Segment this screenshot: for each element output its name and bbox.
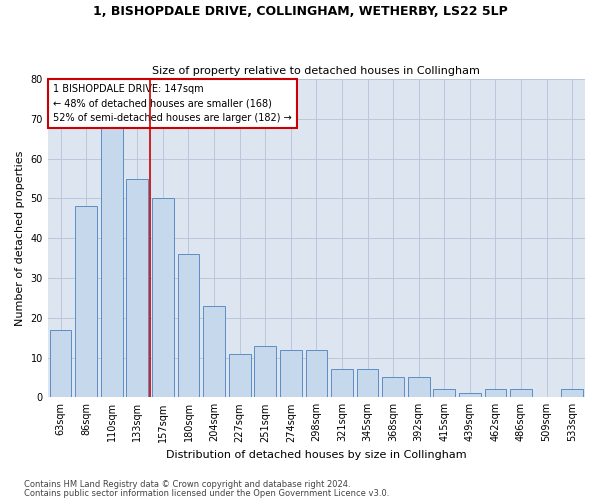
Bar — [433, 390, 455, 398]
Bar — [75, 206, 97, 398]
Bar — [408, 378, 430, 398]
Text: 1, BISHOPDALE DRIVE, COLLINGHAM, WETHERBY, LS22 5LP: 1, BISHOPDALE DRIVE, COLLINGHAM, WETHERB… — [92, 5, 508, 18]
Text: Contains HM Land Registry data © Crown copyright and database right 2024.: Contains HM Land Registry data © Crown c… — [24, 480, 350, 489]
Title: Size of property relative to detached houses in Collingham: Size of property relative to detached ho… — [152, 66, 481, 76]
Bar — [510, 390, 532, 398]
Bar — [50, 330, 71, 398]
Bar — [382, 378, 404, 398]
Bar — [152, 198, 174, 398]
Bar — [331, 370, 353, 398]
Bar — [356, 370, 379, 398]
Bar — [203, 306, 225, 398]
Bar — [229, 354, 251, 398]
Bar — [459, 394, 481, 398]
Bar — [305, 350, 327, 398]
Y-axis label: Number of detached properties: Number of detached properties — [15, 150, 25, 326]
Text: 1 BISHOPDALE DRIVE: 147sqm
← 48% of detached houses are smaller (168)
52% of sem: 1 BISHOPDALE DRIVE: 147sqm ← 48% of deta… — [53, 84, 292, 124]
Bar — [485, 390, 506, 398]
Bar — [280, 350, 302, 398]
X-axis label: Distribution of detached houses by size in Collingham: Distribution of detached houses by size … — [166, 450, 467, 460]
Text: Contains public sector information licensed under the Open Government Licence v3: Contains public sector information licen… — [24, 488, 389, 498]
Bar — [101, 127, 122, 398]
Bar — [178, 254, 199, 398]
Bar — [254, 346, 276, 398]
Bar — [562, 390, 583, 398]
Bar — [127, 178, 148, 398]
